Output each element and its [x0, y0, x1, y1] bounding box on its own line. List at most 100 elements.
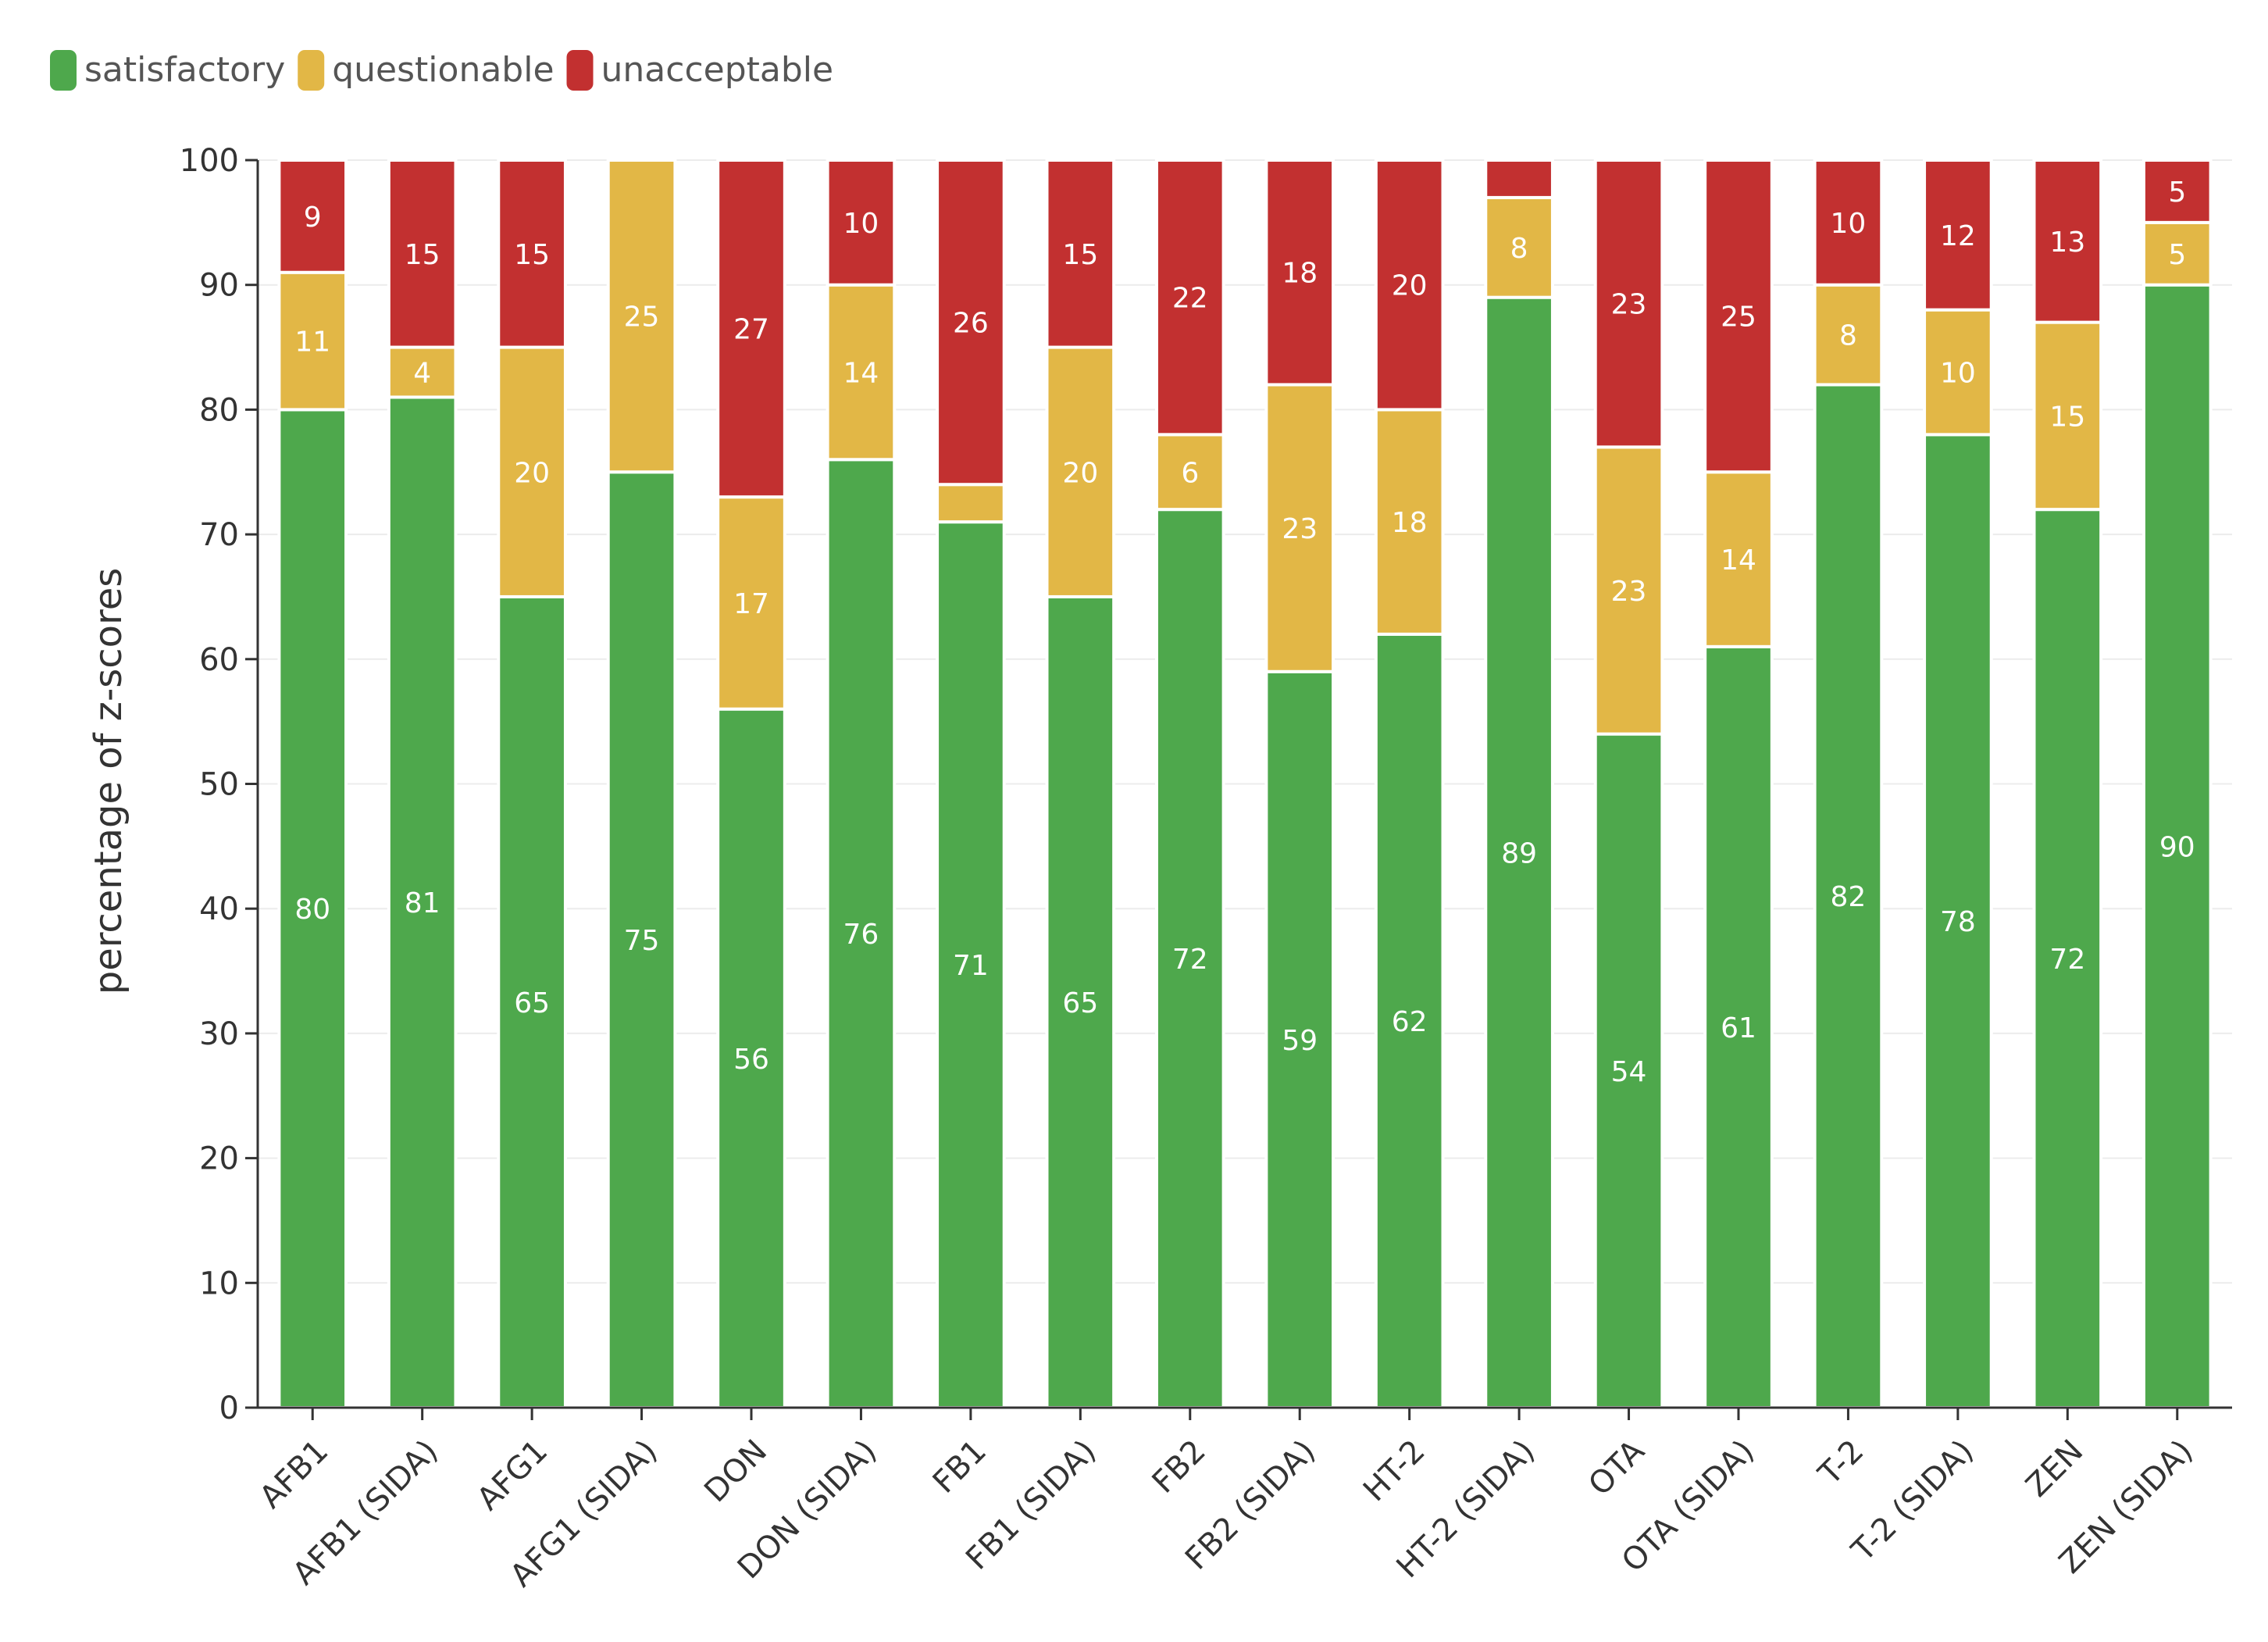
bar-label-satisfactory-DON (SIDA): 76	[843, 919, 879, 951]
bar-unacceptable-T-2 (SIDA)[interactable]	[1923, 159, 1993, 312]
y-tick-label-10: 10	[199, 1265, 239, 1301]
bar-questionable-OTA (SIDA)[interactable]	[1703, 470, 1774, 648]
bar-label-questionable-T-2 (SIDA): 10	[1940, 357, 1976, 389]
bar-label-questionable-T-2: 8	[1839, 320, 1857, 352]
bar-unacceptable-FB2 (SIDA)[interactable]	[1264, 159, 1335, 387]
x-tick-label-HT-2: HT-2	[1357, 1433, 1432, 1509]
x-tick-label-AFG1: AFG1	[470, 1433, 555, 1518]
bar-label-unacceptable-FB2: 22	[1172, 283, 1208, 315]
bar-satisfactory-HT-2 (SIDA)[interactable]	[1484, 295, 1554, 1409]
legend-item-satisfactory[interactable]: satisfactory	[50, 50, 285, 91]
bar-label-unacceptable-DON: 27	[733, 314, 769, 346]
bar-label-questionable-AFB1 (SIDA): 4	[413, 357, 431, 389]
bar-group-AFG1 (SIDA): 75 25	[606, 159, 677, 1409]
bar-questionable-DON[interactable]	[716, 495, 786, 711]
bar-unacceptable-FB1 (SIDA)[interactable]	[1045, 159, 1116, 349]
bar-unacceptable-DON (SIDA)[interactable]	[826, 159, 897, 287]
bar-unacceptable-FB2[interactable]	[1154, 159, 1225, 437]
legend-label-questionable: questionable	[332, 50, 554, 90]
bar-label-satisfactory-AFB1: 80	[294, 894, 330, 926]
bar-unacceptable-ZEN[interactable]	[2032, 159, 2103, 324]
legend-swatch-unacceptable	[566, 50, 594, 91]
x-tick-label-DON: DON	[697, 1433, 774, 1510]
bar-questionable-AFB1 (SIDA)[interactable]	[387, 345, 458, 399]
bar-satisfactory-T-2[interactable]	[1813, 383, 1884, 1410]
bar-label-satisfactory-FB2: 72	[1172, 944, 1208, 976]
bar-satisfactory-FB1[interactable]	[936, 520, 1006, 1409]
bar-questionable-FB1 (SIDA)[interactable]	[1045, 345, 1116, 598]
bar-label-unacceptable-ZEN: 13	[2049, 227, 2085, 259]
bar-unacceptable-FB1[interactable]	[936, 159, 1006, 487]
bar-satisfactory-ZEN (SIDA)[interactable]	[2141, 283, 2213, 1410]
bar-unacceptable-OTA[interactable]	[1593, 159, 1664, 449]
bar-label-questionable-OTA: 23	[1611, 576, 1647, 608]
bar-satisfactory-AFG1[interactable]	[497, 594, 567, 1410]
legend-item-questionable[interactable]: questionable	[298, 50, 555, 91]
bar-unacceptable-AFB1[interactable]	[277, 159, 348, 274]
bar-group-OTA (SIDA): 61 14 25	[1703, 159, 1774, 1409]
bar-label-questionable-FB1 (SIDA): 20	[1062, 457, 1098, 489]
bar-questionable-ZEN[interactable]	[2032, 320, 2103, 512]
bar-label-questionable-AFG1 (SIDA): 25	[624, 302, 660, 334]
bar-unacceptable-AFG1[interactable]	[497, 159, 567, 349]
bar-unacceptable-HT-2[interactable]	[1374, 159, 1445, 412]
bar-label-questionable-FB2 (SIDA): 23	[1282, 513, 1318, 545]
y-axis-label: percentage of z-scores	[87, 568, 130, 995]
bar-satisfactory-OTA (SIDA)[interactable]	[1703, 644, 1774, 1409]
bar-unacceptable-T-2[interactable]	[1813, 159, 1884, 287]
bar-label-satisfactory-ZEN: 72	[2049, 944, 2085, 976]
bar-unacceptable-AFB1 (SIDA)[interactable]	[387, 159, 458, 349]
bar-questionable-T-2 (SIDA)[interactable]	[1923, 308, 1993, 437]
bar-label-satisfactory-AFG1 (SIDA): 75	[624, 925, 660, 957]
bar-label-questionable-AFG1: 20	[514, 457, 550, 489]
bar-label-unacceptable-OTA (SIDA): 25	[1721, 302, 1756, 334]
bar-satisfactory-OTA[interactable]	[1593, 732, 1664, 1409]
bar-questionable-AFG1 (SIDA)[interactable]	[606, 159, 677, 474]
bar-group-FB1 (SIDA): 65 20 15	[1045, 159, 1116, 1410]
bar-group-FB2: 72 6 22	[1154, 159, 1225, 1409]
y-tick-label-60: 60	[199, 642, 239, 678]
bar-questionable-FB1[interactable]	[936, 483, 1006, 524]
bar-questionable-HT-2[interactable]	[1374, 408, 1445, 636]
bar-questionable-HT-2 (SIDA)[interactable]	[1484, 195, 1554, 299]
bar-satisfactory-DON (SIDA)[interactable]	[826, 458, 897, 1409]
bar-label-unacceptable-AFB1: 9	[304, 202, 322, 234]
bar-label-questionable-HT-2: 18	[1392, 507, 1428, 539]
bar-group-FB2 (SIDA): 59 23 18	[1264, 159, 1335, 1409]
bar-satisfactory-HT-2[interactable]	[1374, 632, 1445, 1409]
bar-satisfactory-FB2[interactable]	[1154, 508, 1225, 1409]
bar-group-OTA: 54 23 23	[1593, 159, 1664, 1409]
bar-satisfactory-T-2 (SIDA)[interactable]	[1923, 433, 1993, 1410]
bar-label-unacceptable-FB1: 26	[953, 308, 989, 340]
bar-unacceptable-HT-2 (SIDA)[interactable]	[1484, 159, 1554, 199]
bar-label-satisfactory-DON: 56	[733, 1044, 769, 1076]
bar-group-HT-2 (SIDA): 89 8	[1484, 159, 1554, 1409]
bar-label-satisfactory-FB1 (SIDA): 65	[1062, 987, 1098, 1019]
x-tick-label-FB2: FB2	[1146, 1433, 1213, 1501]
y-tick-label-20: 20	[199, 1141, 239, 1177]
bar-questionable-OTA[interactable]	[1593, 445, 1664, 736]
bar-label-satisfactory-AFG1: 65	[514, 987, 550, 1019]
bar-label-unacceptable-DON (SIDA): 10	[843, 208, 879, 240]
bar-label-unacceptable-OTA: 23	[1611, 289, 1647, 321]
bar-satisfactory-FB1 (SIDA)[interactable]	[1045, 594, 1116, 1410]
bar-unacceptable-OTA (SIDA)[interactable]	[1703, 159, 1774, 474]
legend-label-unacceptable: unacceptable	[601, 50, 834, 90]
bar-unacceptable-DON[interactable]	[716, 159, 786, 499]
bar-questionable-ZEN (SIDA)[interactable]	[2141, 220, 2213, 287]
legend-item-unacceptable[interactable]: unacceptable	[566, 50, 834, 91]
bar-label-questionable-DON (SIDA): 14	[843, 357, 879, 389]
bar-group-FB1: 71 26	[936, 159, 1006, 1409]
bar-group-ZEN: 72 15 13	[2032, 159, 2103, 1409]
bar-label-questionable-FB2: 6	[1181, 457, 1199, 489]
y-tick-label-80: 80	[199, 392, 239, 428]
y-tick-label-70: 70	[199, 517, 239, 553]
bar-questionable-AFG1[interactable]	[497, 345, 567, 598]
bar-label-unacceptable-AFB1 (SIDA): 15	[405, 239, 440, 271]
legend-swatch-questionable	[298, 50, 325, 91]
bar-label-unacceptable-FB2 (SIDA): 18	[1282, 258, 1318, 290]
bar-unacceptable-ZEN (SIDA)[interactable]	[2141, 159, 2213, 224]
bar-satisfactory-AFG1 (SIDA)[interactable]	[606, 470, 677, 1409]
x-tick-label-OTA: OTA	[1582, 1433, 1652, 1503]
